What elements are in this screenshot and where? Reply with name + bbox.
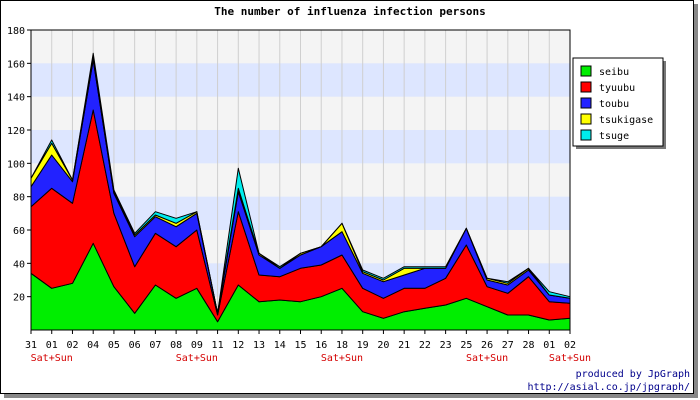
x-tick-label: 07 <box>149 340 161 351</box>
y-tick-label: 20 <box>13 293 25 304</box>
x-tick-label: 16 <box>315 340 327 351</box>
x-tick-label: 25 <box>460 340 472 351</box>
y-tick-labels: 20 40 60 80 100 120 140 160 180 <box>7 26 31 304</box>
x-tick-label: 02 <box>564 340 576 351</box>
x-tick-label: 14 <box>274 340 286 351</box>
legend-label-seibu: seibu <box>599 67 629 78</box>
legend-label-tsuge: tsuge <box>599 131 629 142</box>
x-tick-label: 08 <box>170 340 182 351</box>
weekend-label: Sat+Sun <box>321 353 363 364</box>
x-tick-label: 21 <box>398 340 410 351</box>
weekend-label: Sat+Sun <box>549 353 591 364</box>
x-tick-labels: 31 01 02 04 05 06 07 08 09 11 12 13 14 15 16 18 19 20 21 22… <box>25 330 591 364</box>
y-tick-label: 180 <box>7 26 25 37</box>
x-tick-label: 06 <box>129 340 141 351</box>
y-tick-label: 140 <box>7 93 25 104</box>
x-tick-label: 01 <box>46 340 58 351</box>
x-tick-label: 02 <box>66 340 78 351</box>
legend-label-toubu: toubu <box>599 99 629 110</box>
y-tick-label: 60 <box>13 226 25 237</box>
x-tick-label: 19 <box>357 340 369 351</box>
credit-url: http://asial.co.jp/jpgraph/ <box>527 382 690 393</box>
weekend-label: Sat+Sun <box>176 353 218 364</box>
legend-label-tsukigase: tsukigase <box>599 115 653 126</box>
x-tick-label: 01 <box>543 340 555 351</box>
y-tick-label: 160 <box>7 59 25 70</box>
weekend-label: Sat+Sun <box>31 353 73 364</box>
legend-swatch-seibu <box>580 65 592 77</box>
y-tick-label: 100 <box>7 159 25 170</box>
y-tick-label: 80 <box>13 193 25 204</box>
x-tick-label: 23 <box>440 340 452 351</box>
chart-title: The number of influenza infection person… <box>214 5 486 18</box>
y-tick-label: 120 <box>7 126 25 137</box>
x-tick-label: 11 <box>212 340 224 351</box>
x-tick-label: 12 <box>232 340 244 351</box>
x-tick-label: 31 <box>25 340 37 351</box>
x-tick-label: 28 <box>523 340 535 351</box>
x-tick-label: 20 <box>377 340 389 351</box>
legend-swatch-toubu <box>580 97 592 109</box>
x-tick-label: 04 <box>87 340 99 351</box>
x-tick-label: 09 <box>191 340 203 351</box>
x-tick-label: 27 <box>502 340 514 351</box>
legend-swatch-tsukigase <box>580 113 592 125</box>
legend-swatch-tyuubu <box>580 81 592 93</box>
x-tick-label: 26 <box>481 340 493 351</box>
y-tick-label: 40 <box>13 259 25 270</box>
legend-swatch-tsuge <box>580 129 592 141</box>
legend: seibu tyuubu toubu tsukigase tsuge <box>572 57 666 149</box>
x-tick-label: 18 <box>336 340 348 351</box>
x-tick-label: 13 <box>253 340 265 351</box>
x-tick-label: 15 <box>294 340 306 351</box>
x-tick-label: 22 <box>419 340 431 351</box>
legend-label-tyuubu: tyuubu <box>599 83 635 94</box>
weekend-label: Sat+Sun <box>466 353 508 364</box>
credit-producer: produced by JpGraph <box>576 369 690 380</box>
x-tick-label: 05 <box>108 340 120 351</box>
